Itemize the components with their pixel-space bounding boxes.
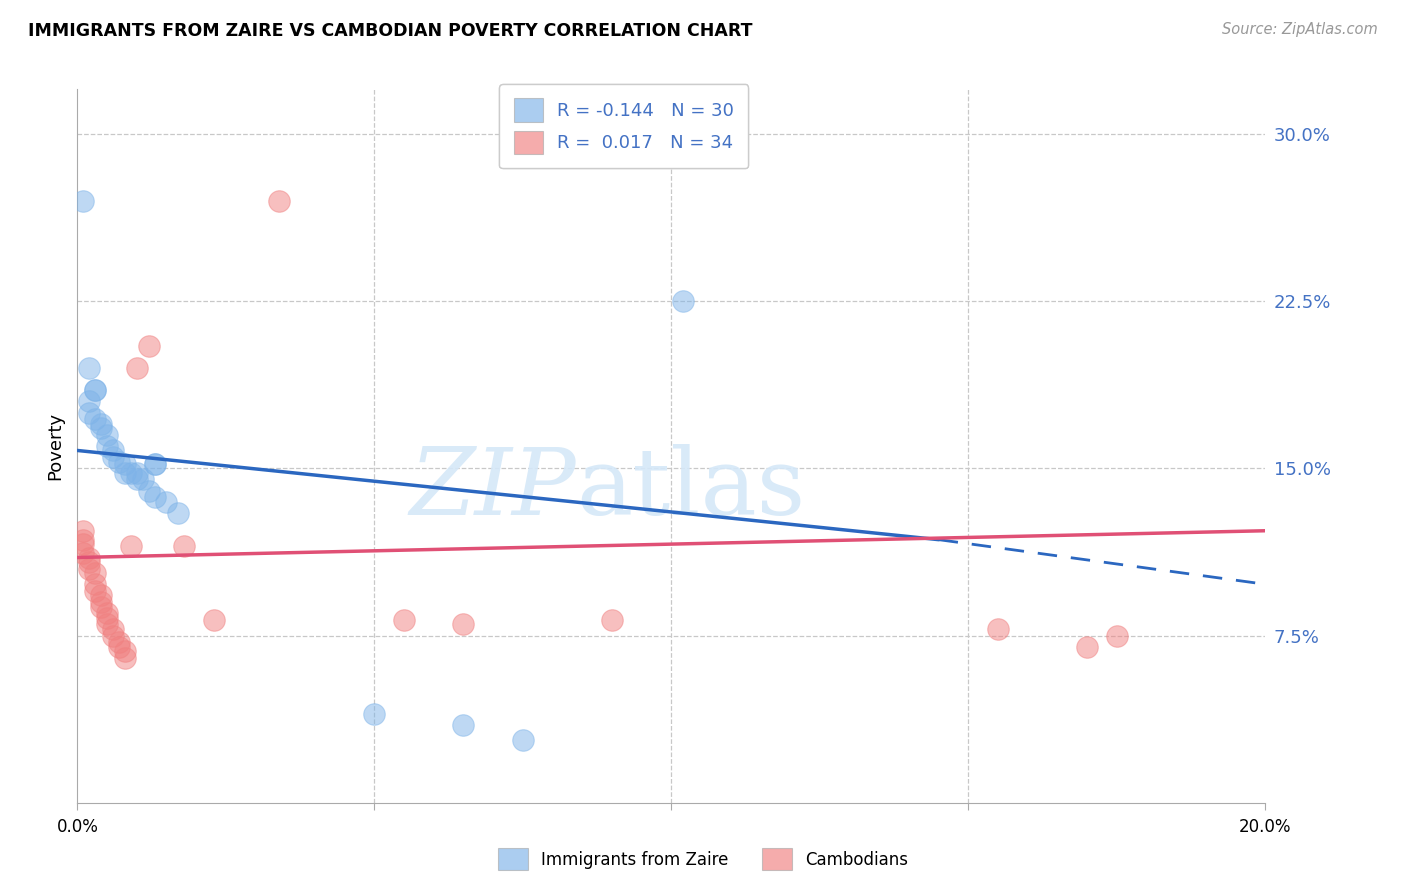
Point — [202, 613, 225, 627]
Point — [143, 457, 166, 471]
Point — [84, 577, 107, 591]
Text: atlas: atlas — [576, 444, 806, 533]
Point — [114, 651, 136, 665]
Point — [101, 450, 124, 465]
Y-axis label: Poverty: Poverty — [46, 412, 65, 480]
Point — [125, 360, 148, 375]
Point — [96, 607, 118, 621]
Point — [77, 360, 100, 375]
Point — [987, 622, 1010, 636]
Point — [101, 628, 124, 642]
Point — [77, 394, 100, 409]
Point — [108, 640, 131, 654]
Point — [90, 589, 112, 603]
Point — [90, 421, 112, 435]
Point — [101, 443, 124, 458]
Point — [392, 613, 415, 627]
Point — [84, 412, 107, 426]
Point — [84, 583, 107, 598]
Point — [138, 338, 160, 352]
Point — [138, 483, 160, 498]
Point — [131, 473, 153, 487]
Point — [120, 539, 142, 553]
Point — [363, 706, 385, 721]
Point — [114, 644, 136, 658]
Point — [120, 466, 142, 480]
Point — [125, 473, 148, 487]
Point — [114, 457, 136, 471]
Point — [114, 466, 136, 480]
Point — [72, 546, 94, 560]
Point — [84, 384, 107, 398]
Text: Source: ZipAtlas.com: Source: ZipAtlas.com — [1222, 22, 1378, 37]
Point — [77, 555, 100, 569]
Point — [84, 384, 107, 398]
Point — [143, 490, 166, 504]
Point — [167, 506, 190, 520]
Point — [672, 293, 695, 308]
Text: ZIP: ZIP — [409, 444, 576, 533]
Text: IMMIGRANTS FROM ZAIRE VS CAMBODIAN POVERTY CORRELATION CHART: IMMIGRANTS FROM ZAIRE VS CAMBODIAN POVER… — [28, 22, 752, 40]
Point — [143, 457, 166, 471]
Point — [72, 194, 94, 208]
Point — [77, 405, 100, 420]
Point — [1076, 640, 1098, 654]
Legend: Immigrants from Zaire, Cambodians: Immigrants from Zaire, Cambodians — [491, 842, 915, 877]
Point — [77, 550, 100, 565]
Point — [72, 537, 94, 551]
Point — [101, 622, 124, 636]
Point — [72, 524, 94, 538]
Point — [173, 539, 195, 553]
Point — [108, 635, 131, 649]
Point — [155, 494, 177, 508]
Point — [108, 455, 131, 469]
Point — [453, 717, 475, 731]
Legend: R = -0.144   N = 30, R =  0.017   N = 34: R = -0.144 N = 30, R = 0.017 N = 34 — [499, 84, 748, 169]
Point — [90, 595, 112, 609]
Point — [90, 599, 112, 614]
Point — [453, 617, 475, 632]
Point — [125, 466, 148, 480]
Point — [77, 562, 100, 576]
Point — [512, 733, 534, 747]
Point — [72, 533, 94, 547]
Point — [96, 610, 118, 624]
Point — [269, 194, 291, 208]
Point — [600, 613, 623, 627]
Point — [90, 417, 112, 431]
Point — [84, 566, 107, 581]
Point — [1105, 628, 1128, 642]
Point — [96, 427, 118, 442]
Point — [96, 439, 118, 453]
Point — [96, 617, 118, 632]
